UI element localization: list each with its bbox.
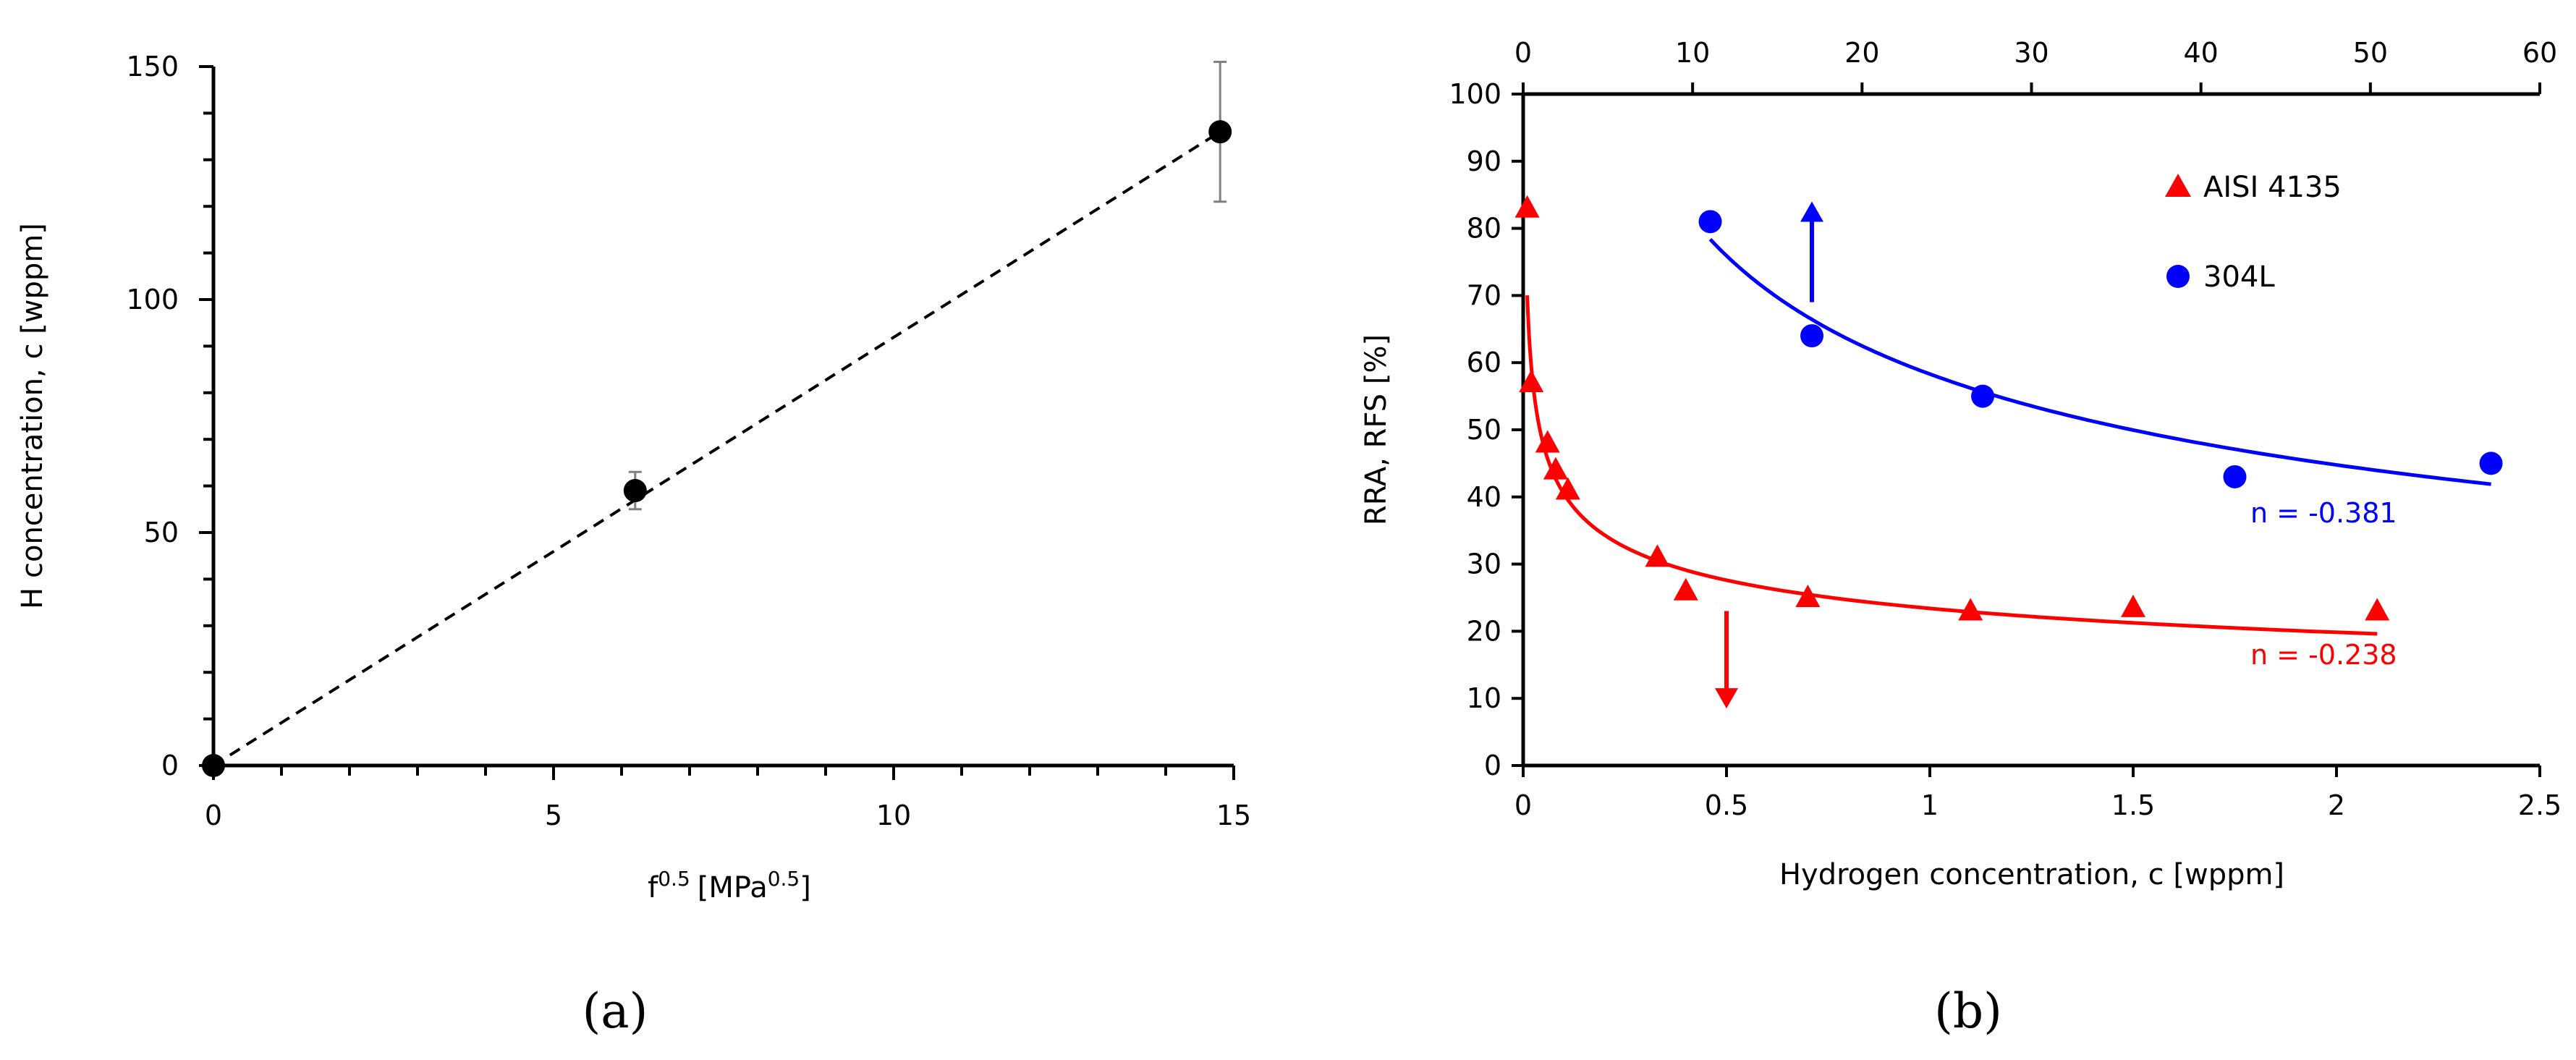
panel-a-y-axis: 0 50 100 150 <box>126 51 216 781</box>
data-point-aisi-4135 <box>1514 195 1540 218</box>
data-point <box>1208 120 1232 144</box>
y-tick-label: 0 <box>161 750 179 781</box>
panel-b-x-ticks: 0 0.5 1 1.5 2 2.5 <box>1514 766 2562 821</box>
y-tick-label: 20 <box>1467 615 1501 647</box>
panel-a-y-axis-title: H concentration, c [wppm] <box>16 223 49 609</box>
y-tick-label: 0 <box>1484 750 1501 781</box>
panel-a-x-axis: 0 5 10 15 <box>205 763 1251 831</box>
panel-b-label: (b) <box>1934 983 2002 1039</box>
data-point-aisi-4135 <box>1795 585 1821 607</box>
data-point <box>202 754 225 777</box>
data-point-aisi-4135 <box>1958 598 1983 621</box>
panel-b-x-axis-title: Hydrogen concentration, c [wppm] <box>1779 858 2284 891</box>
fit-curve-304l <box>1708 237 2491 486</box>
data-point-aisi-4135 <box>1555 477 1580 500</box>
y-tick-label: 100 <box>1449 78 1501 110</box>
data-point-aisi-4135 <box>1543 457 1568 480</box>
panel-b-x-axis: 0 0.5 1 1.5 2 2.5 <box>1514 763 2562 821</box>
legend-marker-circle <box>2166 265 2190 288</box>
top-tick-label: 30 <box>2014 37 2048 69</box>
y-tick-label: 90 <box>1467 145 1501 177</box>
top-tick-label: 60 <box>2522 37 2557 69</box>
annotation-aisi-4135-exponent: n = -0.238 <box>2250 639 2397 671</box>
legend-label-304l: 304L <box>2203 260 2275 294</box>
panel-b-y-ticks: 0 10 20 30 40 50 60 70 80 90 100 <box>1449 78 1523 781</box>
panel-a-plot-area <box>202 61 1232 777</box>
top-tick-label: 0 <box>1514 37 1532 69</box>
top-tick-label: 40 <box>2183 37 2218 69</box>
top-tick-label: 20 <box>1844 37 1879 69</box>
data-point-304l <box>2223 465 2247 488</box>
x-tick-label: 0 <box>205 800 222 831</box>
data-point <box>623 479 647 503</box>
x-tick-label: 0 <box>1514 789 1532 821</box>
legend-label-aisi-4135: AISI 4135 <box>2203 171 2342 204</box>
x-tick-label: 5 <box>545 800 562 831</box>
data-point-304l <box>1800 324 1824 348</box>
data-point-aisi-4135 <box>2365 598 2390 621</box>
y-tick-label: 100 <box>126 284 179 315</box>
top-tick-label: 10 <box>1675 37 1710 69</box>
legend-marker-triangle <box>2165 174 2191 197</box>
trendline <box>212 130 1221 767</box>
y-tick-label: 60 <box>1467 347 1501 378</box>
panel-b-plot-area <box>1514 195 2503 709</box>
y-tick-label: 80 <box>1467 213 1501 245</box>
y-tick-label: 50 <box>1467 414 1501 446</box>
panel-a-label: (a) <box>582 983 648 1039</box>
panel-a-x-axis-title: f0.5 [MPa0.5] <box>648 867 811 904</box>
data-point-aisi-4135 <box>2121 594 2145 617</box>
arrow-up-head <box>1800 201 1824 222</box>
data-point-304l <box>2479 451 2503 475</box>
y-tick-label: 70 <box>1467 279 1501 311</box>
x-tick-label: 2.5 <box>2518 789 2562 821</box>
data-point-304l <box>1971 384 1995 408</box>
x-tick-label: 1.5 <box>2111 789 2155 821</box>
x-tick-label: 10 <box>876 800 911 831</box>
arrow-down-head <box>1715 688 1738 709</box>
x-tick-label: 2 <box>2328 789 2345 821</box>
legend-item-304l: 304L <box>2166 260 2275 294</box>
panel-b-legend: AISI 4135 304L <box>2165 171 2342 294</box>
panel-b-y-axis-title: RRA, RFS [%] <box>1360 334 1393 525</box>
y-tick-label: 150 <box>126 51 179 82</box>
fit-curve-aisi-4135 <box>1525 295 2378 636</box>
y-tick-label: 30 <box>1467 548 1501 580</box>
x-tick-label: 1 <box>1921 789 1939 821</box>
data-point-aisi-4135 <box>1645 544 1670 567</box>
panel-b-y-axis: 0 10 20 30 40 50 60 70 80 90 100 <box>1449 78 1525 781</box>
data-point-aisi-4135 <box>1673 577 1698 601</box>
panel-b-top-axis: 0 10 20 30 40 50 60 <box>1514 37 2557 96</box>
annotation-304l-exponent: n = -0.381 <box>2250 497 2397 529</box>
legend-item-aisi-4135: AISI 4135 <box>2165 171 2342 204</box>
panel-a: 0 5 10 15 0 50 100 150 f0.5 [MPa0.5] H concentr… <box>16 51 1251 1039</box>
panel-a-x-ticks: 0 5 10 15 <box>205 766 1251 831</box>
data-point-304l <box>1698 210 1722 234</box>
y-tick-label: 40 <box>1467 481 1501 513</box>
panel-b: 0 0.5 1 1.5 2 2.5 0 10 20 30 40 50 60 0 10 20 30 40 50 60… <box>1360 37 2562 1039</box>
y-tick-label: 50 <box>144 517 179 548</box>
x-tick-label: 0.5 <box>1705 789 1748 821</box>
data-point-aisi-4135 <box>1535 430 1560 453</box>
panel-a-y-ticks: 0 50 100 150 <box>126 51 213 781</box>
x-tick-label: 15 <box>1216 800 1251 831</box>
panel-b-top-ticks: 0 10 20 30 40 50 60 <box>1514 37 2557 94</box>
data-point-aisi-4135 <box>1519 370 1544 393</box>
top-tick-label: 50 <box>2353 37 2388 69</box>
y-tick-label: 10 <box>1467 682 1501 714</box>
